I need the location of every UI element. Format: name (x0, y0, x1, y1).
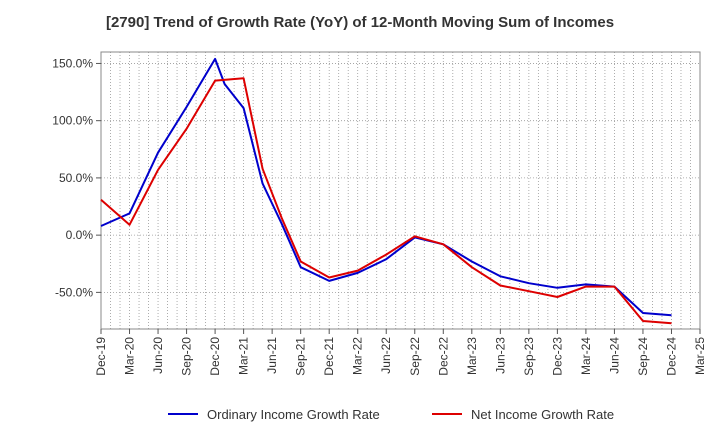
x-tick-label: Mar-25 (693, 337, 707, 375)
x-tick-label: Dec-20 (208, 337, 222, 376)
x-tick-label: Jun-23 (493, 337, 507, 374)
x-axis: Dec-19 Mar-20 Jun-20 Sep-20 Dec-20 Mar-21 Jun-… (94, 329, 707, 376)
x-tick-label: Mar-24 (579, 337, 593, 375)
x-tick-label: Mar-23 (465, 337, 479, 375)
x-tick-label: Jun-20 (151, 337, 165, 374)
x-tick-label: Dec-23 (550, 337, 564, 376)
x-tick-label: Sep-21 (294, 337, 308, 376)
x-tick-label: Sep-22 (408, 337, 422, 376)
y-tick-label: -50.0% (55, 285, 93, 299)
legend: Ordinary Income Growth Rate Net Income Gr… (168, 407, 614, 422)
legend-label: Net Income Growth Rate (471, 407, 614, 422)
y-axis: 150.0% 100.0% 50.0% 0.0% -50.0% (52, 56, 101, 299)
x-tick-label: Jun-21 (265, 337, 279, 374)
series-line-net-income (100, 77, 672, 325)
plot-frame (100, 51, 701, 330)
x-tick-label: Dec-24 (664, 337, 678, 376)
y-tick-label: 50.0% (59, 171, 93, 185)
chart-title: [2790] Trend of Growth Rate (YoY) of 12-… (105, 14, 615, 31)
x-tick-label: Mar-20 (123, 337, 137, 375)
y-tick-label: 0.0% (66, 228, 94, 242)
x-tick-label: Sep-20 (180, 337, 194, 376)
y-tick-label: 100.0% (52, 114, 93, 128)
x-tick-label: Jun-22 (379, 337, 393, 374)
x-tick-label: Dec-19 (94, 337, 108, 376)
x-tick-label: Mar-21 (237, 337, 251, 375)
series-layer (100, 57, 672, 325)
legend-label: Ordinary Income Growth Rate (207, 407, 380, 422)
x-tick-label: Sep-24 (636, 337, 650, 376)
x-tick-label: Jun-24 (607, 337, 621, 374)
series-line-ordinary-income (100, 57, 672, 317)
x-tick-label: Mar-22 (351, 337, 365, 375)
x-tick-label: Dec-22 (436, 337, 450, 376)
y-tick-label: 150.0% (52, 56, 93, 70)
x-tick-label: Dec-21 (322, 337, 336, 376)
x-tick-label: Sep-23 (522, 337, 536, 376)
grid-layer (101, 52, 700, 329)
